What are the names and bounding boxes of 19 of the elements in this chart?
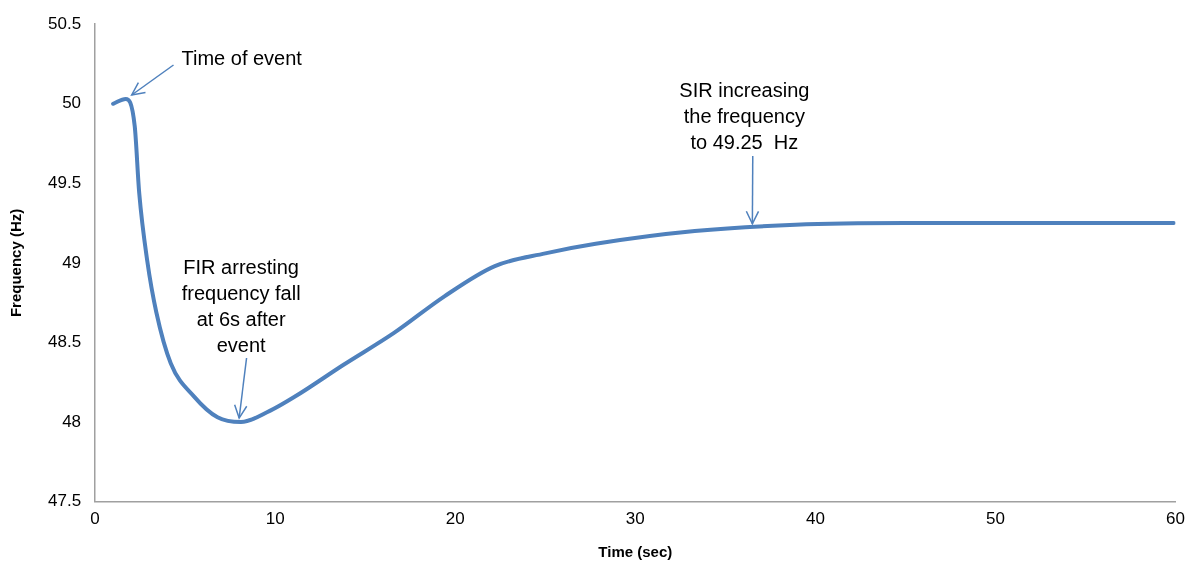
x-tick-label: 20 <box>445 509 465 529</box>
x-tick-label: 40 <box>805 509 825 529</box>
annotation: Time of event <box>181 46 303 69</box>
x-tick-label: 60 <box>1166 509 1186 529</box>
y-tick-label: 49.5 <box>47 173 82 193</box>
x-tick-label: 0 <box>90 509 100 529</box>
x-tick-label: 30 <box>625 509 645 529</box>
y-tick-label: 50.5 <box>47 13 82 33</box>
x-tick-label: 10 <box>265 509 285 529</box>
y-axis-title: Frequency (Hz) <box>7 208 25 318</box>
y-tick-label: 48.5 <box>47 332 82 352</box>
annotation: FIR arresting frequency fall at 6s after event <box>181 255 301 356</box>
y-tick-label: 50 <box>62 93 82 113</box>
y-tick-label: 49 <box>62 252 82 272</box>
x-tick-label: 50 <box>986 509 1005 529</box>
x-axis-title: Time (sec) <box>598 543 673 561</box>
y-tick-label: 48 <box>62 411 82 431</box>
y-tick-label: 47.5 <box>47 491 82 511</box>
annotation: SIR increasing the frequency to 49.25 Hz <box>679 79 810 154</box>
